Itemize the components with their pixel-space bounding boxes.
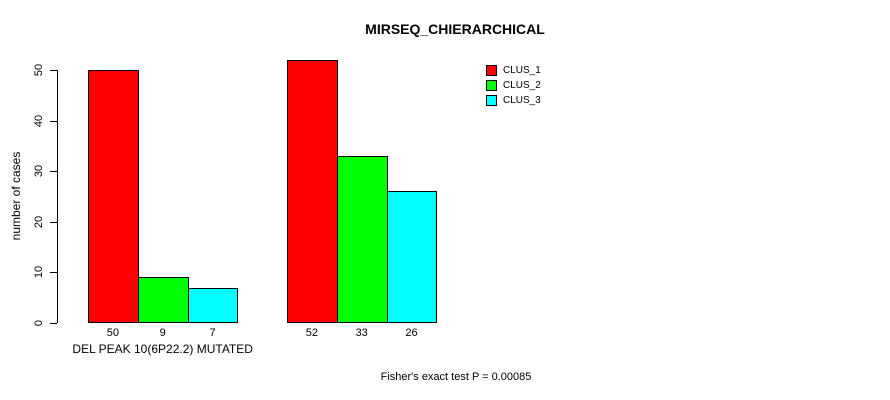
y-tick-label: 30 <box>33 165 45 178</box>
bar-clus_1 <box>287 59 338 323</box>
x-group-label: DEL PEAK 10(6P22.2) MUTATED <box>72 342 253 356</box>
bar-value-label: 26 <box>405 327 418 339</box>
y-axis-tick <box>50 272 57 274</box>
y-axis-line <box>57 70 58 323</box>
bar-clus_2 <box>336 156 388 323</box>
y-axis-tick <box>50 323 57 324</box>
bar-value-label: 50 <box>106 327 120 339</box>
y-axis-tick <box>50 70 57 71</box>
legend-swatch <box>486 80 497 91</box>
bar-clus_3 <box>187 287 239 323</box>
legend-item: CLUS_2 <box>486 78 541 93</box>
legend-swatch <box>486 65 497 76</box>
bar-value-label: 9 <box>159 327 166 339</box>
bar-value-label: 7 <box>209 327 216 339</box>
legend-label: CLUS_3 <box>503 95 541 106</box>
legend: CLUS_1 CLUS_2 CLUS_3 <box>486 63 541 108</box>
legend-label: CLUS_2 <box>503 80 541 91</box>
y-tick-label: 50 <box>33 63 45 77</box>
bar-clus_2 <box>137 277 189 323</box>
chart-title: MIRSEQ_CHIERARCHICAL <box>365 21 545 37</box>
y-axis-tick <box>50 221 57 223</box>
y-tick-label: 40 <box>33 114 45 127</box>
y-tick-label: 0 <box>33 319 45 327</box>
bar-clus_1 <box>88 70 139 323</box>
y-axis-tick <box>50 171 57 173</box>
y-axis-title: number of cases <box>9 151 23 241</box>
bar-value-label: 52 <box>305 327 319 339</box>
y-axis-tick <box>50 120 57 122</box>
y-tick-label: 20 <box>33 215 45 228</box>
legend-swatch <box>486 95 497 106</box>
legend-item: CLUS_1 <box>486 63 541 78</box>
legend-label: CLUS_1 <box>503 65 541 76</box>
y-tick-label: 10 <box>33 266 45 279</box>
bar-clus_3 <box>386 191 438 323</box>
bar-value-label: 33 <box>355 327 368 339</box>
stat-test-caption: Fisher's exact test P = 0.00085 <box>380 371 532 383</box>
legend-item: CLUS_3 <box>486 93 541 108</box>
